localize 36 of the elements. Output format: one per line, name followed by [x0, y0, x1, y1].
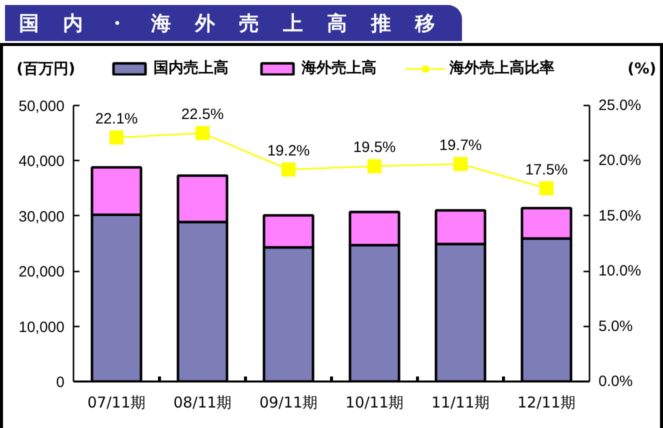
x-tick-label: 08/11期 [173, 394, 232, 412]
y2-tick-label: 20.0% [598, 152, 642, 170]
y-axis-title: (百万円) [16, 60, 76, 78]
x-tick-label: 11/11期 [431, 394, 490, 412]
data-label: 19.2% [267, 142, 310, 160]
y2-tick-label: 10.0% [598, 262, 642, 280]
chart-title: 国内・海外売上高推移 [19, 10, 459, 37]
point [110, 130, 124, 145]
point [368, 159, 382, 174]
y2-tick-label: 0.0% [598, 373, 633, 390]
y-tick-label: 0 [56, 374, 64, 391]
legend-label: 国内売上高 [154, 58, 228, 78]
point [282, 162, 296, 177]
y-tick-label: 20,000 [18, 264, 65, 281]
x-tick-label: 10/11期 [345, 394, 404, 412]
x-tick-label: 07/11期 [87, 394, 146, 412]
y2-tick-label: 25.0% [598, 97, 642, 114]
y2-axis-title: (%) [628, 60, 656, 78]
data-label: 19.5% [353, 139, 396, 156]
data-label: 22.1% [95, 110, 138, 128]
legend-label: 海外売上高 [302, 58, 376, 78]
x-tick-label: 12/11期 [517, 394, 576, 412]
data-label: 19.7% [439, 137, 482, 154]
y2-tick-label: 5.0% [598, 318, 633, 335]
data-label: 17.5% [525, 161, 568, 178]
y2-tick-label: 15.0% [598, 207, 642, 224]
y-tick-label: 50,000 [18, 98, 65, 115]
y-tick-label: 40,000 [18, 153, 65, 170]
data-label: 22.5% [181, 106, 224, 124]
legend-label: 海外売上高比率 [450, 58, 554, 78]
point [540, 181, 554, 196]
x-tick-label: 09/11期 [259, 394, 318, 412]
y-tick-label: 10,000 [18, 318, 65, 336]
point [196, 126, 210, 140]
point [454, 157, 468, 172]
y-tick-label: 30,000 [18, 208, 65, 226]
